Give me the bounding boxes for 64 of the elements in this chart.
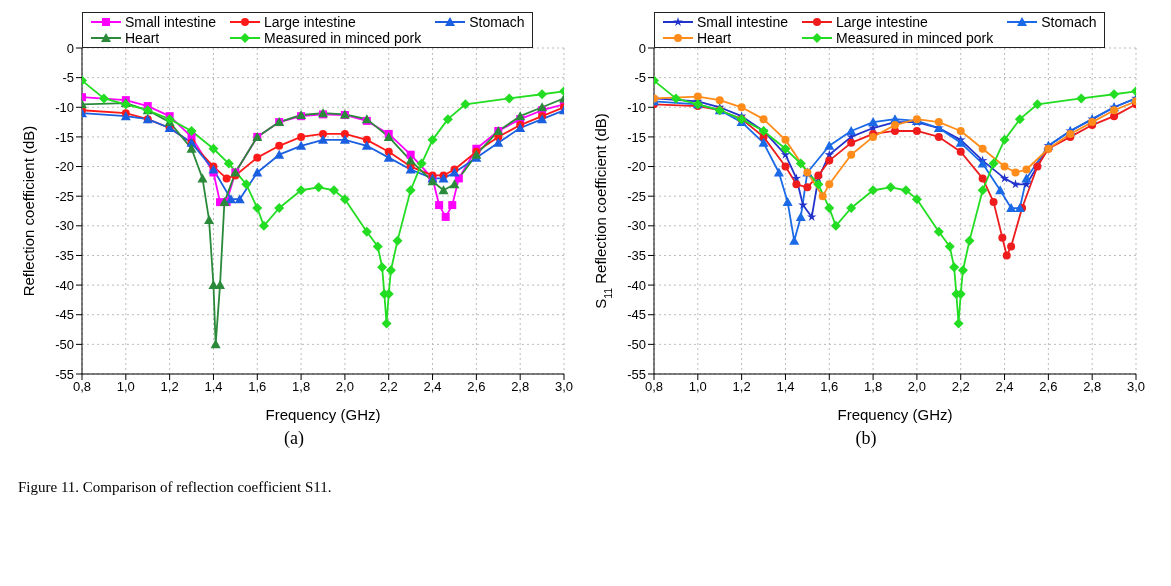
x-axis-title: Frequency (GHz)	[265, 406, 381, 423]
x-tick-label: 3,0	[1126, 379, 1146, 395]
y-tick-label: 0	[638, 40, 646, 56]
x-tick-label: 2,4	[995, 379, 1014, 395]
x-axis-title: Frequency (GHz)	[837, 406, 953, 423]
x-tick-label: 2,0	[907, 379, 926, 395]
x-tick-label: 2,2	[379, 379, 398, 395]
legend-label: Stomach	[1041, 14, 1097, 30]
y-tick-label: -35	[55, 248, 74, 264]
y-tick-label: -20	[627, 159, 646, 175]
legend-label: Measured in minced pork	[264, 30, 422, 46]
y-tick-label: -45	[55, 307, 74, 323]
x-tick-label: 2,6	[1039, 379, 1058, 395]
y-tick-label: -25	[627, 188, 646, 204]
x-tick-label: 2,2	[951, 379, 970, 395]
x-tick-label: 0,8	[644, 379, 664, 395]
y-tick-label: -35	[627, 248, 646, 264]
x-tick-label: 2,6	[467, 379, 486, 395]
y-tick-label: -10	[55, 99, 74, 115]
y-tick-label: -50	[627, 336, 646, 352]
y-tick-label: -55	[627, 366, 646, 382]
x-tick-label: 1,0	[688, 379, 707, 395]
x-tick-label: 3,0	[554, 379, 574, 395]
x-tick-label: 1,8	[864, 379, 883, 395]
x-tick-label: 1,8	[292, 379, 311, 395]
x-tick-label: 0,8	[72, 379, 92, 395]
legend-label: Large intestine	[264, 14, 356, 30]
y-tick-label: -15	[55, 129, 74, 145]
legend-label: Small intestine	[697, 14, 789, 30]
x-tick-label: 1,2	[160, 379, 179, 395]
y-tick-label: 0	[66, 40, 74, 56]
legend-label: Stomach	[469, 14, 525, 30]
y-tick-label: -50	[55, 336, 74, 352]
legend-label: Large intestine	[836, 14, 928, 30]
x-tick-label: 2,8	[1083, 379, 1102, 395]
x-tick-label: 1,4	[776, 379, 795, 395]
y-tick-label: -45	[627, 307, 646, 323]
x-tick-label: 2,4	[423, 379, 442, 395]
y-tick-label: -55	[55, 366, 74, 382]
legend-label: Heart	[125, 30, 160, 46]
y-tick-label: -20	[55, 159, 74, 175]
legend-label: Heart	[697, 30, 732, 46]
legend-label: Small intestine	[125, 14, 217, 30]
y-axis-title: Reflection coefficient (dB)	[20, 125, 37, 297]
legend-label: Measured in minced pork	[836, 30, 994, 46]
caption: Figure 11. Comparison of reflection coefficient S11.	[18, 479, 333, 496]
x-tick-label: 1,6	[820, 379, 839, 395]
x-tick-label: 1,2	[732, 379, 751, 395]
y-tick-label: -30	[627, 218, 646, 234]
x-tick-label: 2,0	[335, 379, 354, 395]
y-tick-label: -25	[55, 188, 74, 204]
y-tick-label: -40	[627, 277, 646, 293]
y-tick-label: -5	[634, 70, 646, 86]
x-tick-label: 1,6	[248, 379, 267, 395]
y-tick-label: -30	[55, 218, 74, 234]
x-tick-label: 2,8	[511, 379, 530, 395]
y-tick-label: -5	[62, 70, 74, 86]
y-tick-label: -40	[55, 277, 74, 293]
y-tick-label: -10	[627, 99, 646, 115]
x-tick-label: 1,0	[116, 379, 135, 395]
y-tick-label: -15	[627, 129, 646, 145]
x-tick-label: 1,4	[204, 379, 223, 395]
text: (b)	[854, 428, 878, 449]
text: (a)	[283, 428, 305, 449]
